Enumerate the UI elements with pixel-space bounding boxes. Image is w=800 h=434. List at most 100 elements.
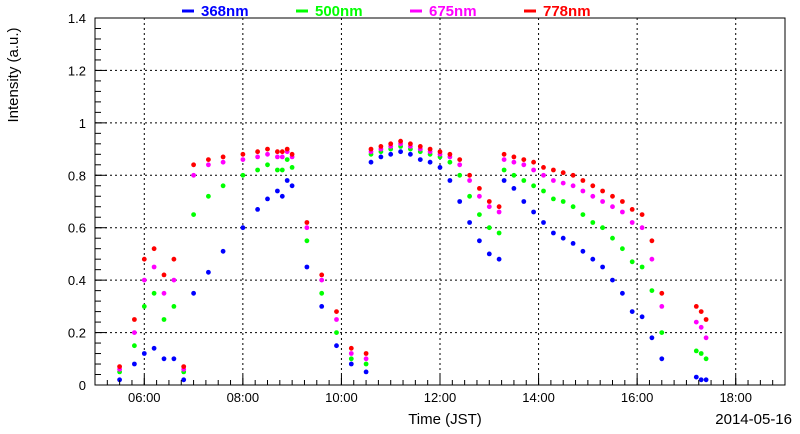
data-point	[600, 188, 605, 194]
data-point	[304, 238, 310, 244]
data-point	[151, 290, 157, 296]
data-point	[191, 162, 197, 168]
data-point	[620, 246, 625, 252]
data-point	[132, 361, 137, 367]
data-point	[279, 149, 285, 155]
data-point	[240, 225, 246, 231]
data-point	[659, 304, 665, 309]
data-point	[467, 220, 472, 225]
data-point	[649, 288, 655, 293]
data-point	[551, 167, 556, 173]
date-label: 2014-05-16	[715, 411, 792, 428]
data-points	[117, 138, 709, 383]
data-point	[703, 377, 709, 383]
data-point	[541, 165, 546, 170]
data-point	[639, 264, 645, 270]
data-point	[151, 246, 157, 252]
data-point	[590, 256, 596, 262]
data-point	[378, 144, 384, 149]
data-point	[590, 183, 596, 189]
data-point	[501, 178, 507, 183]
data-point	[447, 151, 453, 157]
data-point	[284, 157, 290, 163]
data-point	[693, 304, 699, 309]
data-point	[437, 149, 443, 155]
data-point	[570, 172, 576, 178]
data-point	[693, 348, 699, 354]
data-point	[206, 269, 211, 275]
data-point	[220, 154, 226, 160]
data-point	[698, 351, 704, 356]
data-point	[220, 248, 226, 254]
data-point	[398, 138, 403, 144]
series-500nm	[117, 144, 709, 375]
data-point	[496, 209, 502, 215]
data-point	[649, 256, 655, 262]
data-point	[161, 317, 167, 322]
data-point	[141, 256, 147, 262]
data-point	[240, 172, 246, 178]
data-point	[388, 151, 394, 157]
data-point	[141, 351, 147, 356]
data-point	[417, 144, 423, 149]
data-point	[220, 159, 226, 165]
data-point	[580, 178, 586, 183]
data-point	[649, 335, 655, 341]
data-point	[698, 377, 704, 383]
data-point	[304, 220, 310, 225]
data-point	[437, 165, 443, 170]
data-point	[496, 230, 502, 236]
data-point	[486, 225, 492, 231]
x-tick-label: 08:00	[227, 390, 260, 405]
data-point	[181, 364, 187, 369]
data-point	[521, 162, 527, 168]
data-point	[348, 356, 354, 362]
data-point	[620, 199, 625, 204]
data-point	[141, 277, 147, 283]
data-point	[560, 170, 566, 176]
data-point	[363, 369, 369, 375]
data-point	[398, 149, 403, 155]
legend: 368nm 500nm 675nm 778nm	[182, 3, 591, 20]
data-point	[531, 209, 536, 215]
data-point	[348, 351, 354, 356]
legend-label: 778nm	[543, 3, 591, 20]
data-point	[132, 317, 137, 322]
data-point	[501, 167, 507, 173]
data-point	[289, 151, 295, 157]
data-point	[600, 264, 605, 270]
data-point	[467, 193, 472, 199]
data-point	[191, 290, 197, 296]
series-778nm	[117, 138, 709, 369]
data-point	[629, 207, 635, 212]
data-point	[486, 251, 492, 257]
data-point	[486, 204, 492, 210]
data-point	[378, 154, 384, 160]
data-point	[284, 178, 290, 183]
data-point	[368, 159, 374, 165]
data-point	[334, 330, 339, 335]
data-point	[319, 272, 325, 278]
y-tick-label: 0.6	[68, 221, 86, 236]
data-point	[161, 290, 167, 296]
data-point	[348, 361, 354, 367]
data-point	[590, 193, 596, 199]
data-point	[531, 167, 536, 173]
data-point	[496, 256, 502, 262]
data-point	[560, 199, 566, 204]
data-point	[334, 317, 339, 322]
data-point	[639, 212, 645, 218]
data-point	[132, 330, 137, 335]
grid-lines	[95, 18, 785, 385]
legend-label: 675nm	[429, 3, 477, 20]
data-point	[181, 377, 187, 383]
data-point	[255, 207, 260, 212]
data-point	[255, 154, 260, 160]
data-point	[570, 204, 576, 210]
data-point	[275, 188, 280, 194]
data-point	[703, 317, 709, 322]
data-point	[477, 186, 482, 191]
data-point	[279, 167, 285, 173]
data-point	[703, 356, 709, 362]
